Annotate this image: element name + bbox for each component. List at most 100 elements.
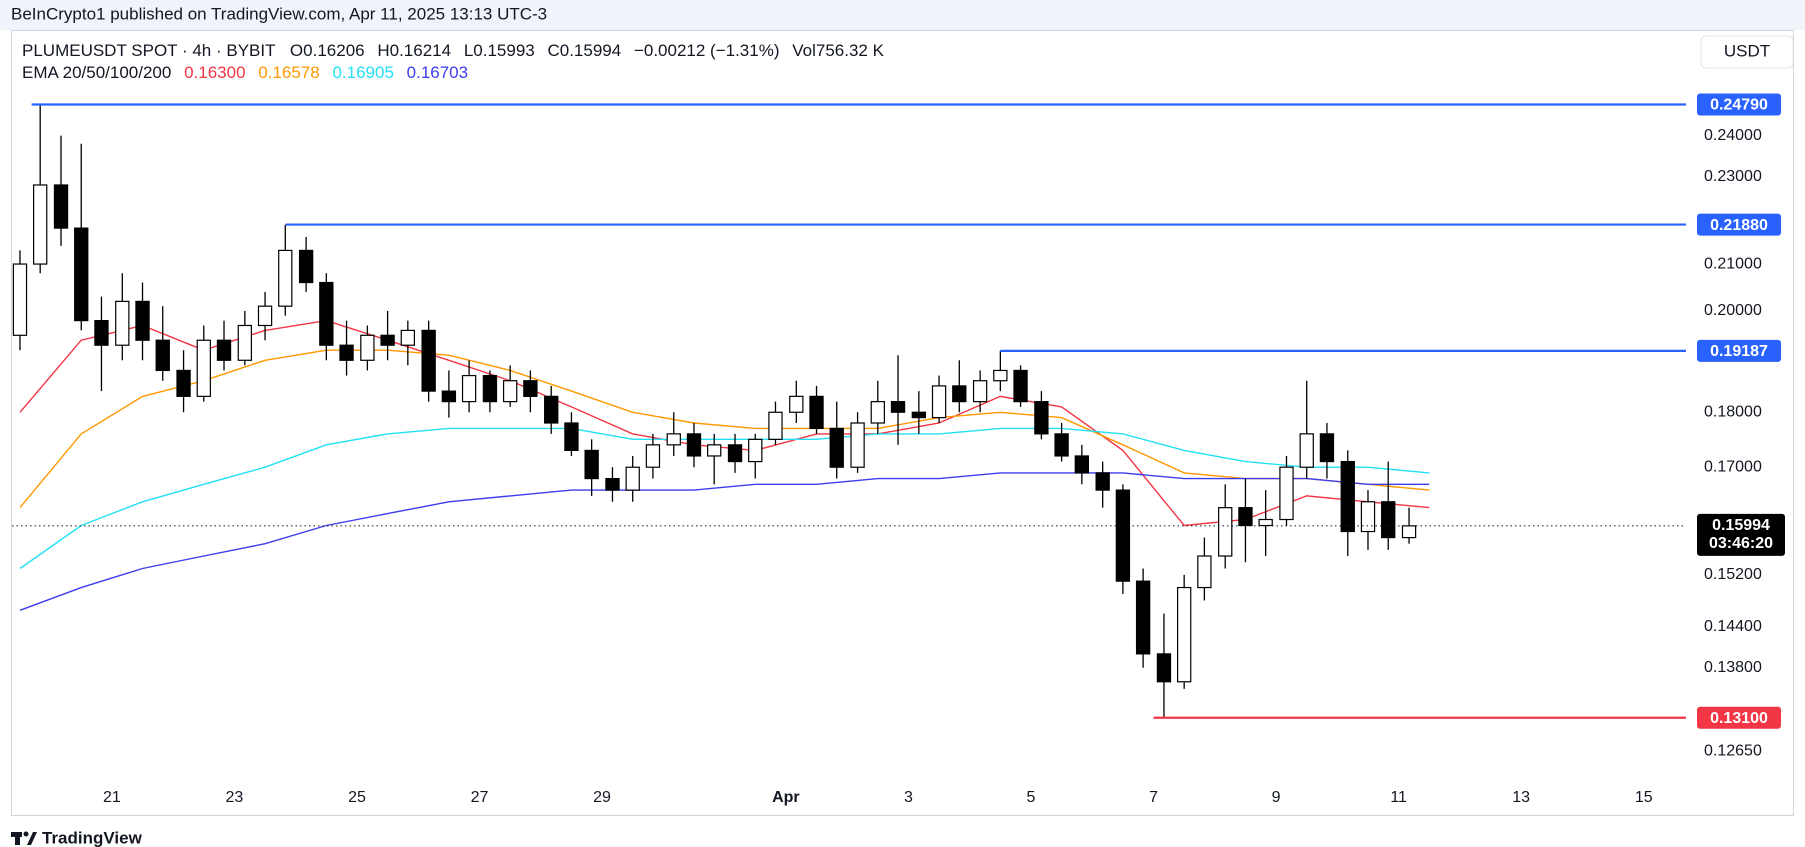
ema-line — [19, 427, 1430, 570]
ema-value: 0.16905 — [332, 63, 393, 82]
candle-body — [952, 385, 967, 403]
candle-body — [1197, 555, 1212, 589]
candle-body — [441, 390, 457, 403]
volume-label: Vol — [792, 41, 816, 60]
ohlc-label: C — [547, 41, 559, 60]
candle-body — [482, 374, 498, 403]
x-tick-label: 15 — [1635, 789, 1653, 806]
candle-body — [1013, 369, 1028, 403]
last-price-tag — [1697, 513, 1785, 556]
candle-body — [461, 374, 477, 403]
ema-value: 0.16703 — [407, 63, 468, 82]
candle-body — [748, 438, 763, 463]
candle-body — [727, 444, 743, 463]
footer-logo — [11, 831, 37, 845]
candle-body — [360, 334, 375, 361]
candle-body — [809, 395, 824, 430]
candle-body — [196, 339, 211, 397]
candle-body — [1258, 518, 1273, 527]
logo-dot — [23, 831, 29, 837]
y-tick-label: 0.18000 — [1704, 403, 1762, 420]
candle-body — [972, 380, 988, 403]
candle-body — [176, 369, 191, 397]
ema-value: 0.16578 — [258, 63, 319, 82]
currency-button[interactable] — [1700, 35, 1794, 69]
candle-body — [33, 184, 48, 265]
footer-brand: TradingView — [42, 828, 143, 847]
candle-body — [605, 477, 620, 491]
change: −0.00212 (−1.31%) — [634, 41, 780, 60]
x-tick-label: 23 — [226, 789, 244, 806]
x-tick-label: 29 — [593, 789, 611, 806]
x-tick-label: 21 — [103, 789, 121, 806]
candle-body — [380, 334, 395, 346]
candle-body — [216, 339, 232, 361]
x-tick-label: 5 — [1027, 789, 1036, 806]
ema-value: 0.16300 — [184, 63, 245, 82]
y-tick-label: 0.21000 — [1704, 255, 1762, 272]
candle-body — [278, 249, 293, 307]
candle-body — [421, 329, 436, 392]
candle-body — [319, 281, 334, 346]
level-tag — [1697, 706, 1781, 729]
candle-body — [237, 324, 253, 361]
y-tick-label: 0.15200 — [1704, 566, 1762, 583]
candle-body — [1115, 489, 1131, 582]
x-tick-label: 13 — [1512, 789, 1530, 806]
level-label: 0.19187 — [1710, 343, 1768, 360]
candle-body — [686, 433, 702, 457]
candle-body — [1074, 455, 1090, 474]
volume-value: 756.32 K — [816, 41, 885, 60]
indicator-info: EMA 20/50/100/200 0.16300 0.16578 0.1690… — [22, 63, 468, 82]
candle-body — [544, 395, 559, 424]
x-tick-label: 27 — [471, 789, 489, 806]
level-label: 0.24790 — [1710, 97, 1768, 114]
symbol-info: PLUMEUSDT SPOT · 4h · BYBIT O0.16206 H0.… — [22, 41, 885, 60]
y-tick-label: 0.20000 — [1704, 302, 1762, 319]
candle-body — [523, 380, 538, 397]
candle-body — [850, 422, 865, 468]
level-tag — [1697, 339, 1781, 362]
level-tag — [1697, 93, 1781, 116]
candle-body — [993, 369, 1008, 382]
ohlc-label: H — [377, 41, 389, 60]
candle-body — [625, 466, 640, 491]
publish-info: BeInCrypto1 published on TradingView.com… — [11, 4, 547, 23]
candle-body — [298, 249, 314, 284]
ohlc-label: O — [290, 41, 303, 60]
candle-body — [707, 444, 722, 457]
y-tick-label: 0.13800 — [1704, 659, 1762, 676]
candle-body — [1135, 580, 1151, 655]
candle-body — [931, 385, 947, 419]
x-tick-label: 9 — [1272, 789, 1281, 806]
candle-body — [829, 427, 844, 468]
logo-stem — [15, 832, 20, 845]
level-tag — [1697, 213, 1781, 236]
last-price-label: 0.15994 — [1712, 517, 1770, 534]
candle-body — [1034, 401, 1049, 435]
candle-body — [94, 320, 109, 346]
candle-body — [400, 329, 416, 346]
plot-area — [12, 104, 1430, 718]
ema-line — [19, 472, 1430, 611]
level-label: 0.13100 — [1710, 710, 1768, 727]
candle-body — [890, 401, 906, 413]
level-label: 0.21880 — [1710, 217, 1768, 234]
candle-body — [789, 395, 804, 413]
currency-label[interactable]: USDT — [1724, 41, 1770, 60]
candle-body — [1360, 501, 1376, 533]
candle-body — [1279, 466, 1294, 521]
candle-body — [768, 411, 783, 440]
candle-body — [1095, 472, 1110, 491]
x-tick-label: Apr — [772, 789, 800, 806]
ohlc-value: 0.16206 — [303, 41, 364, 60]
candle-body — [53, 184, 69, 229]
candle-body — [257, 305, 273, 327]
x-tick-label: 3 — [904, 789, 913, 806]
candle-body — [645, 444, 661, 468]
candle-body — [1176, 586, 1192, 683]
x-tick-label: 7 — [1149, 789, 1158, 806]
candle-body — [870, 401, 885, 424]
candle-body — [502, 380, 518, 403]
